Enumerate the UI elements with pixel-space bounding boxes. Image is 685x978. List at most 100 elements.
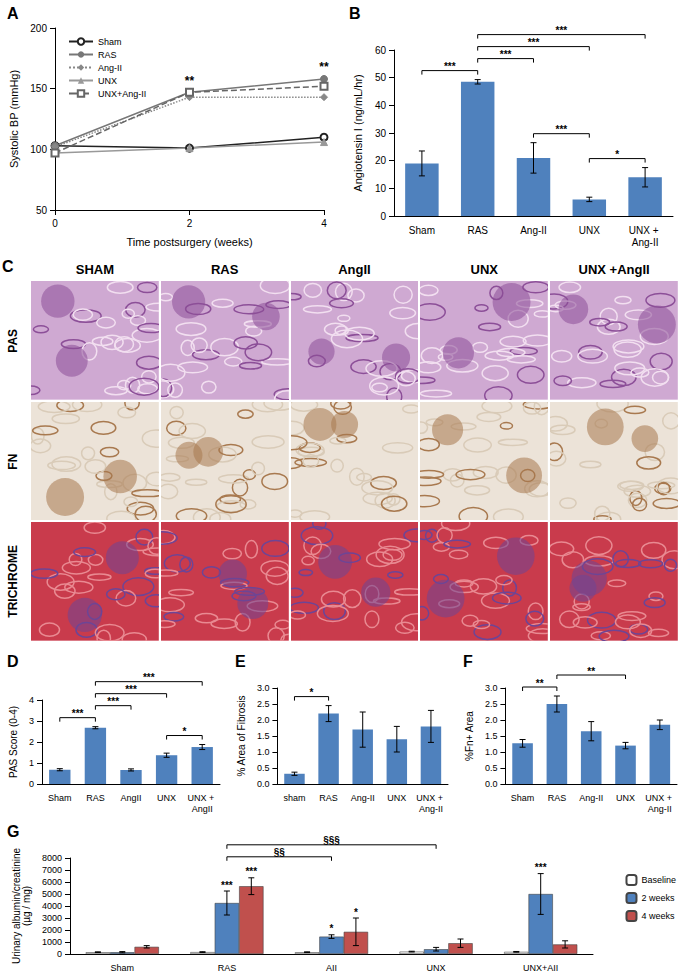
svg-text:AII: AII	[326, 963, 337, 973]
svg-text:UNX: UNX	[616, 793, 635, 803]
svg-text:UNX +: UNX +	[645, 793, 674, 803]
svg-text:(µg / mg): (µg / mg)	[21, 886, 32, 926]
svg-text:Ang-II: Ang-II	[632, 237, 659, 248]
svg-text:UNX +: UNX +	[416, 793, 445, 803]
svg-text:UNX: UNX	[98, 76, 117, 86]
svg-text:§§§: §§§	[323, 835, 340, 846]
svg-text:***: ***	[143, 672, 155, 683]
svg-text:0: 0	[52, 218, 58, 229]
svg-text:F: F	[463, 653, 473, 670]
svg-text:100: 100	[30, 144, 47, 155]
svg-text:UNX+Ang-II: UNX+Ang-II	[98, 89, 146, 99]
svg-text:0: 0	[57, 949, 62, 959]
svg-text:0.5: 0.5	[485, 763, 498, 773]
svg-text:% Area of Fibrosis: % Area of Fibrosis	[236, 695, 247, 776]
svg-text:8000: 8000	[42, 853, 62, 863]
svg-text:1.0: 1.0	[485, 747, 498, 757]
svg-text:***: ***	[72, 708, 84, 719]
svg-text:1.5: 1.5	[485, 731, 498, 741]
svg-text:Baseline: Baseline	[641, 875, 676, 885]
svg-text:PAS Score (0-4): PAS Score (0-4)	[8, 706, 19, 778]
svg-text:%Fn+ Area: %Fn+ Area	[464, 711, 475, 761]
svg-text:Ang-II: Ang-II	[351, 793, 375, 803]
svg-text:*: *	[615, 149, 619, 160]
svg-text:0: 0	[29, 779, 34, 789]
svg-text:AngII: AngII	[120, 793, 141, 803]
svg-text:Angiotensin I (ng/mL/hr): Angiotensin I (ng/mL/hr)	[352, 74, 364, 191]
svg-text:2.5: 2.5	[257, 699, 270, 709]
svg-text:**: **	[587, 666, 595, 677]
svg-text:**: **	[185, 74, 195, 88]
svg-text:60: 60	[375, 45, 387, 56]
svg-text:***: ***	[221, 880, 233, 891]
svg-text:2 weeks: 2 weeks	[641, 893, 675, 903]
svg-text:Sham: Sham	[48, 793, 72, 803]
svg-text:***: ***	[556, 25, 568, 36]
svg-text:50: 50	[36, 205, 48, 216]
svg-text:3.0: 3.0	[485, 683, 498, 693]
svg-text:4000: 4000	[42, 901, 62, 911]
svg-text:RAS: RAS	[98, 50, 117, 60]
svg-text:**: **	[536, 678, 544, 689]
svg-text:Sham: Sham	[111, 963, 135, 973]
svg-text:2.0: 2.0	[257, 715, 270, 725]
svg-text:1.0: 1.0	[257, 747, 270, 757]
svg-text:Time postsurgery (weeks): Time postsurgery (weeks)	[126, 236, 252, 248]
svg-text:3000: 3000	[42, 913, 62, 923]
svg-text:sham: sham	[283, 793, 305, 803]
svg-text:20: 20	[375, 155, 387, 166]
svg-text:4: 4	[29, 695, 34, 705]
svg-text:3: 3	[29, 716, 34, 726]
svg-text:2: 2	[29, 737, 34, 747]
svg-text:***: ***	[556, 124, 568, 135]
svg-text:UNX +: UNX +	[188, 793, 217, 803]
svg-text:200: 200	[30, 23, 47, 34]
svg-text:D: D	[7, 653, 19, 670]
svg-text:5000: 5000	[42, 889, 62, 899]
svg-text:150: 150	[30, 83, 47, 94]
svg-text:4 weeks: 4 weeks	[641, 911, 675, 921]
svg-text:***: ***	[528, 37, 540, 48]
svg-text:UNX: UNX	[427, 963, 446, 973]
svg-text:*: *	[330, 923, 334, 934]
svg-text:***: ***	[444, 61, 456, 72]
svg-text:**: **	[319, 60, 329, 74]
svg-text:50: 50	[375, 72, 387, 83]
svg-text:Ang-II: Ang-II	[579, 793, 603, 803]
svg-text:AngII: AngII	[192, 804, 213, 814]
svg-text:*: *	[310, 687, 314, 698]
svg-text:§§: §§	[274, 847, 286, 858]
svg-text:RAS: RAS	[467, 225, 488, 236]
svg-text:0: 0	[380, 211, 386, 222]
svg-text:1.5: 1.5	[257, 731, 270, 741]
svg-text:Sham: Sham	[409, 225, 435, 236]
svg-text:Ang-II: Ang-II	[648, 804, 672, 814]
svg-text:2.5: 2.5	[485, 699, 498, 709]
svg-text:UNX: UNX	[387, 793, 406, 803]
svg-text:40: 40	[375, 100, 387, 111]
svg-text:E: E	[235, 653, 246, 670]
svg-text:Sham: Sham	[98, 37, 122, 47]
svg-text:*: *	[182, 726, 186, 737]
svg-text:Ang-II: Ang-II	[520, 225, 547, 236]
svg-text:*: *	[354, 907, 358, 918]
svg-text:Ang-II: Ang-II	[419, 804, 443, 814]
svg-text:A: A	[7, 5, 19, 22]
svg-text:2000: 2000	[42, 925, 62, 935]
svg-text:0.0: 0.0	[257, 779, 270, 789]
svg-text:***: ***	[107, 696, 119, 707]
svg-text:B: B	[349, 5, 361, 22]
svg-text:Systolic BP (mmHg): Systolic BP (mmHg)	[8, 70, 20, 168]
svg-text:10: 10	[375, 183, 387, 194]
svg-text:30: 30	[375, 128, 387, 139]
svg-text:UNX: UNX	[157, 793, 176, 803]
svg-text:4: 4	[321, 218, 327, 229]
svg-text:***: ***	[500, 49, 512, 60]
svg-text:0.0: 0.0	[485, 779, 498, 789]
svg-text:***: ***	[245, 866, 257, 877]
svg-text:3.0: 3.0	[257, 683, 270, 693]
svg-text:G: G	[7, 823, 19, 840]
svg-text:Ang-II: Ang-II	[98, 63, 122, 73]
svg-text:Sham: Sham	[511, 793, 535, 803]
svg-text:***: ***	[535, 862, 547, 873]
